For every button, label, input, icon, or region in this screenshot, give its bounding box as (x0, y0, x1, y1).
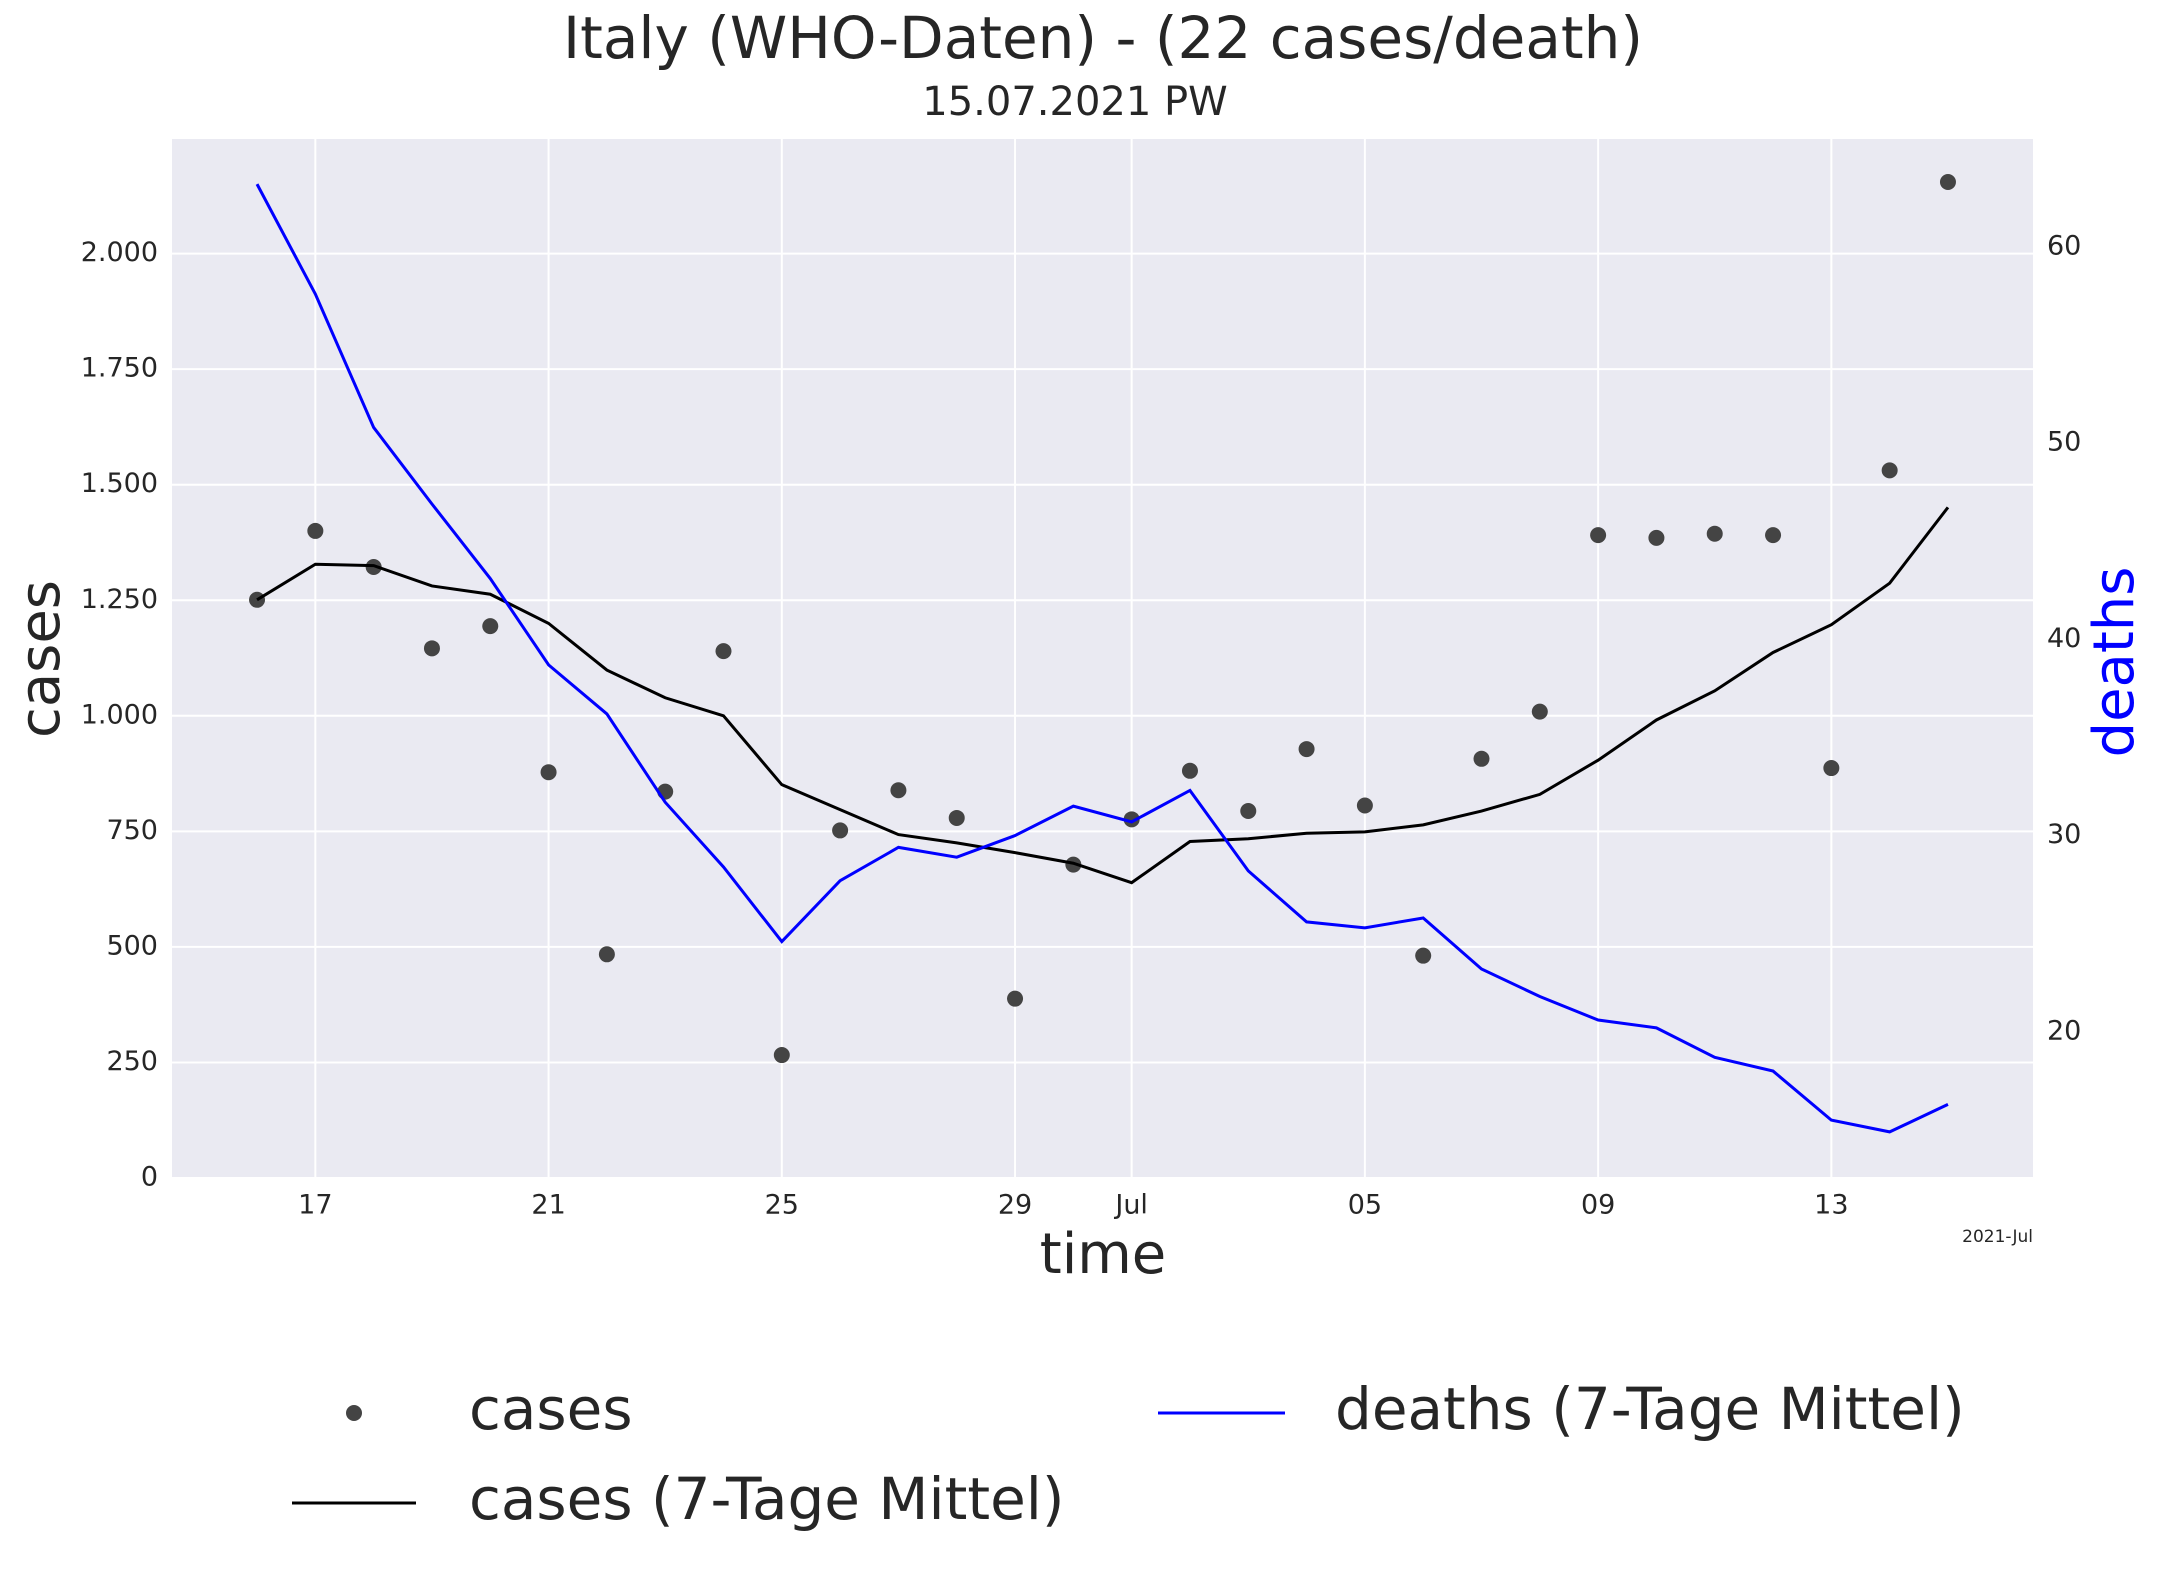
case-point (1531, 703, 1548, 720)
case-point (1881, 462, 1898, 479)
case-point (1590, 527, 1607, 544)
plot-area (172, 139, 2033, 1178)
y2-axis-label: deaths (2082, 567, 2147, 758)
y2-tick-label: 30 (2047, 819, 2081, 850)
y2-tick-label: 50 (2047, 427, 2081, 458)
case-point (1356, 797, 1373, 814)
y-tick-label: 2.000 (81, 237, 158, 268)
legend-label: deaths (7-Tage Mittel) (1335, 1375, 1965, 1443)
case-point (948, 809, 965, 826)
case-point (423, 640, 440, 657)
x-tick-label: 29 (998, 1190, 1032, 1221)
x-tick-label: 17 (298, 1190, 332, 1221)
case-point (1007, 990, 1024, 1007)
case-point (773, 1047, 790, 1064)
chart-title: Italy (WHO-Daten) - (22 cases/death) (563, 4, 1643, 72)
series-line (256, 506, 1950, 885)
y-tick-label: 1.250 (81, 584, 158, 615)
case-point (540, 764, 557, 781)
y-tick-label: 1.750 (81, 353, 158, 384)
y-tick-label: 0 (141, 1162, 158, 1193)
case-point (715, 643, 732, 660)
x-tick-label: 09 (1581, 1190, 1615, 1221)
case-point (1939, 173, 1956, 190)
case-point (1415, 947, 1432, 964)
case-point (1765, 527, 1782, 544)
legend-label: cases (469, 1375, 633, 1443)
case-point (832, 822, 849, 839)
legend-label: cases (7-Tage Mittel) (469, 1465, 1065, 1533)
legend-marker (346, 1405, 362, 1421)
case-point (1123, 811, 1140, 828)
x-tick-label: 21 (531, 1190, 565, 1221)
case-point (1823, 760, 1840, 777)
chart-subtitle: 15.07.2021 PW (922, 79, 1227, 125)
y-tick-label: 250 (106, 1046, 158, 1077)
x-tick-label: 25 (765, 1190, 799, 1221)
y2-tick-label: 40 (2047, 623, 2081, 654)
case-point (1648, 529, 1665, 546)
y-tick-label: 1.000 (81, 699, 158, 730)
x-tick-label: 13 (1814, 1190, 1848, 1221)
x-tick-label: 05 (1348, 1190, 1382, 1221)
x-axis-label: time (1040, 1222, 1167, 1287)
y-tick-label: 500 (106, 930, 158, 961)
case-point (1473, 750, 1490, 767)
case-point (598, 946, 615, 963)
case-point (1181, 762, 1198, 779)
case-point (890, 782, 907, 799)
y-axis-label: cases (8, 580, 73, 738)
x-offset-label: 2021-Jul (1962, 1227, 2033, 1247)
case-point (1706, 525, 1723, 542)
y2-tick-label: 60 (2047, 230, 2081, 261)
y-tick-label: 750 (106, 815, 158, 846)
y2-tick-label: 20 (2047, 1015, 2081, 1046)
case-point (1298, 741, 1315, 758)
case-point (482, 618, 499, 635)
case-point (1240, 803, 1257, 820)
x-tick-label: Jul (1113, 1190, 1148, 1221)
case-point (307, 522, 324, 539)
series-line (255, 183, 1949, 1134)
y-tick-label: 1.500 (81, 468, 158, 499)
